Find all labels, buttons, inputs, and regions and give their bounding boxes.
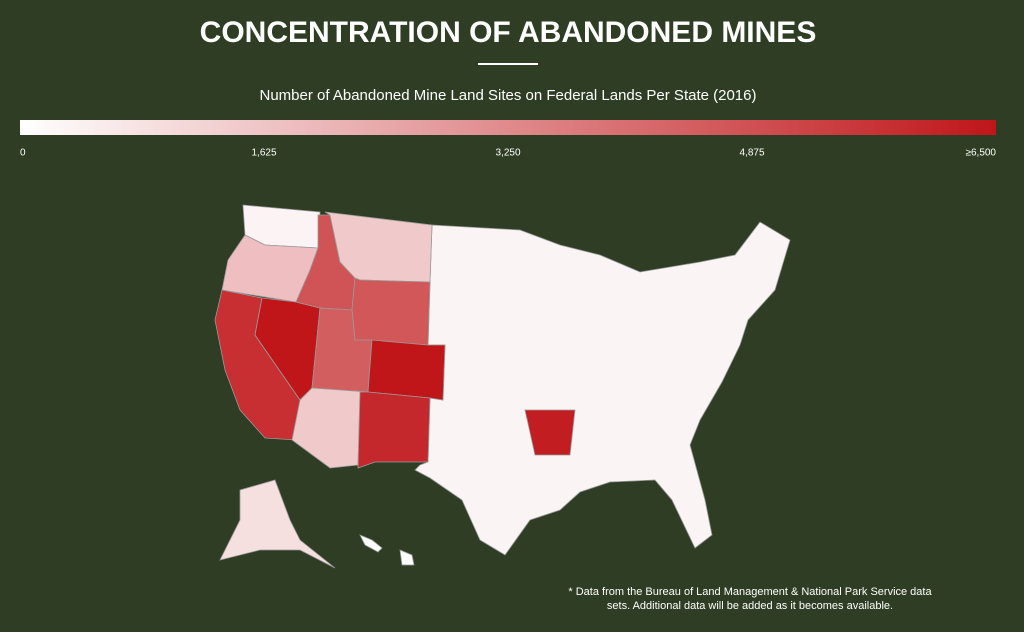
state <box>357 391 431 469</box>
state <box>524 409 576 456</box>
footnote: * Data from the Bureau of Land Managemen… <box>568 586 932 598</box>
state <box>351 277 431 346</box>
hawaii-big <box>399 549 415 566</box>
hawaii <box>359 534 383 553</box>
legend-ticks: 0 1,625 3,250 4,875 ≥6,500 <box>20 148 996 159</box>
subtitle: Number of Abandoned Mine Land Sites on F… <box>260 87 757 104</box>
state <box>367 339 446 401</box>
us-map <box>214 204 791 569</box>
legend-tick-label: 1,625 <box>251 148 276 159</box>
title: CONCENTRATION OF ABANDONED MINES <box>200 16 817 49</box>
other-states <box>414 221 791 556</box>
legend-tick-label: 0 <box>20 148 26 159</box>
legend-tick-label: 3,250 <box>495 148 520 159</box>
legend-bar <box>20 120 996 135</box>
state <box>219 479 336 569</box>
legend-tick-label: 4,875 <box>739 148 764 159</box>
footnote: sets. Additional data will be added as i… <box>607 600 893 612</box>
legend-tick-label: ≥6,500 <box>965 148 996 159</box>
state <box>291 387 369 469</box>
